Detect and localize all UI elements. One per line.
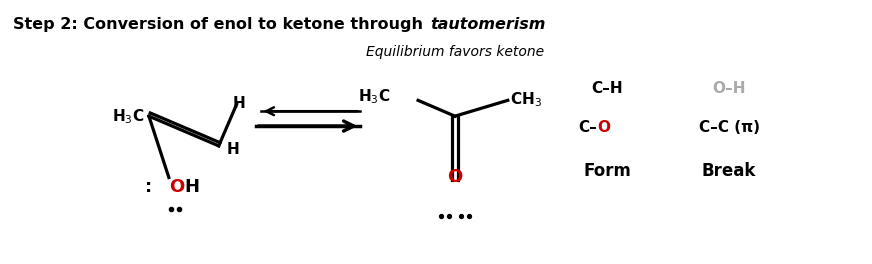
Text: tautomerism: tautomerism bbox=[430, 17, 545, 32]
Text: :: : bbox=[146, 178, 153, 196]
Text: Equilibrium favors ketone: Equilibrium favors ketone bbox=[366, 45, 544, 59]
Text: Step 2: Conversion of enol to ketone through: Step 2: Conversion of enol to ketone thr… bbox=[13, 17, 429, 32]
Text: O–H: O–H bbox=[712, 81, 746, 96]
Text: Form: Form bbox=[583, 162, 631, 180]
Text: O: O bbox=[169, 178, 184, 196]
Text: H$_3$C: H$_3$C bbox=[112, 107, 144, 125]
Text: Break: Break bbox=[702, 162, 756, 180]
Text: H$_3$C: H$_3$C bbox=[358, 87, 390, 106]
Text: H: H bbox=[227, 142, 240, 157]
Text: O: O bbox=[447, 168, 462, 186]
Text: O: O bbox=[597, 120, 610, 135]
Text: C–H: C–H bbox=[591, 81, 623, 96]
Text: CH$_3$: CH$_3$ bbox=[510, 91, 542, 109]
Text: H: H bbox=[232, 96, 245, 111]
Text: C–: C– bbox=[579, 120, 597, 135]
Text: C–C (π): C–C (π) bbox=[698, 120, 760, 135]
Text: H: H bbox=[185, 178, 200, 196]
